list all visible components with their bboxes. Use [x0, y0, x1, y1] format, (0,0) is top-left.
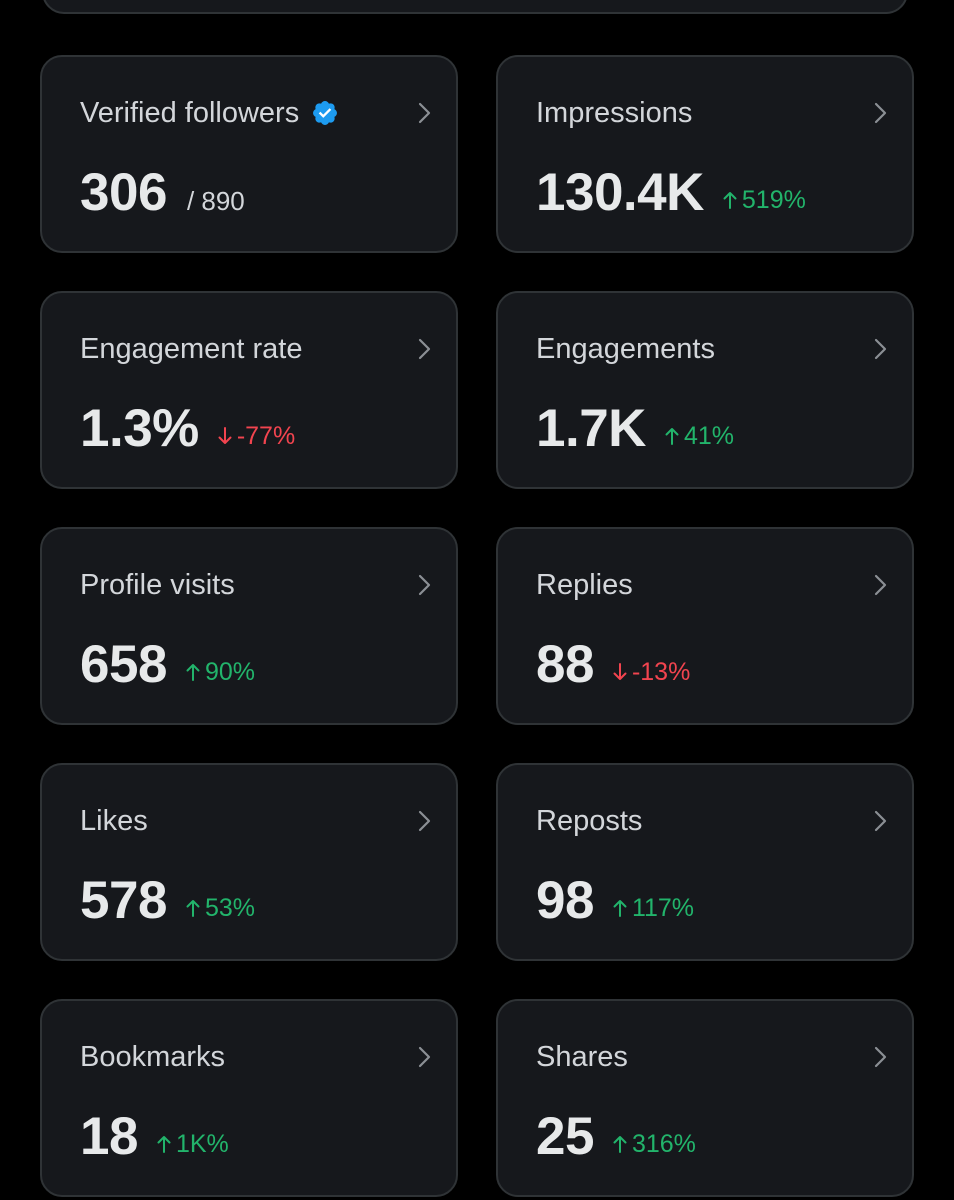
chevron-right-icon[interactable] — [868, 337, 892, 361]
metric-value: 25 — [536, 1107, 594, 1166]
metric-card-replies[interactable]: Replies 88 -13% — [496, 527, 914, 725]
metric-change: 519% — [722, 186, 806, 215]
metric-change-value: -77% — [236, 421, 296, 450]
chevron-right-icon[interactable] — [412, 809, 436, 833]
chevron-right-icon[interactable] — [868, 573, 892, 597]
metric-label: Bookmarks — [80, 1041, 226, 1073]
chevron-right-icon[interactable] — [412, 573, 436, 597]
metric-value: 98 — [536, 871, 594, 930]
arrow-up-icon — [186, 664, 200, 681]
metric-change-value: 316% — [631, 1129, 696, 1158]
chevron-right-icon[interactable] — [868, 101, 892, 125]
metric-card-engagements[interactable]: Engagements 1.7K 41% — [496, 291, 914, 489]
metric-value: 578 — [80, 871, 167, 930]
metric-value-row: 1.3% -77% — [80, 399, 295, 459]
arrow-up-icon — [186, 900, 200, 917]
arrow-up-icon — [157, 1136, 171, 1153]
chevron-right-icon[interactable] — [868, 1045, 892, 1069]
metric-change-value: 90% — [204, 657, 255, 686]
metric-value: 1.7K — [536, 399, 646, 458]
metric-value-row: 98 117% — [536, 871, 694, 931]
chevron-right-icon[interactable] — [412, 1045, 436, 1069]
arrow-down-icon — [218, 427, 232, 444]
arrow-up-icon — [723, 192, 737, 209]
metric-label: Replies — [536, 569, 633, 601]
metric-value: 306 — [80, 163, 167, 222]
metric-label-wrap: Verified followers — [80, 95, 339, 131]
metric-card-bookmarks[interactable]: Bookmarks 18 1K% — [40, 999, 458, 1197]
metric-value: 88 — [536, 635, 594, 694]
verified-badge-icon — [313, 101, 338, 125]
metric-value: 658 — [80, 635, 167, 694]
arrow-down-icon — [613, 663, 627, 680]
metric-card-impressions[interactable]: Impressions 130.4K 519% — [496, 55, 914, 253]
metric-change-value: 519% — [741, 185, 806, 214]
metric-change: 316% — [612, 1130, 696, 1159]
metrics-grid: Verified followers 306 / 890 Impressions — [40, 55, 914, 1197]
metric-label: Engagements — [536, 333, 715, 365]
arrow-up-icon — [613, 1136, 627, 1153]
metric-change: 41% — [664, 422, 734, 451]
metric-change: -13% — [612, 658, 690, 687]
metric-value: 130.4K — [536, 163, 704, 222]
metric-value-row: 306 / 890 — [80, 163, 245, 223]
chevron-right-icon[interactable] — [868, 809, 892, 833]
arrow-up-icon — [665, 428, 679, 445]
metric-value-row: 18 1K% — [80, 1107, 229, 1167]
metric-label: Engagement rate — [80, 333, 303, 365]
metric-value-row: 88 -13% — [536, 635, 690, 695]
metric-change-value: 117% — [631, 893, 695, 922]
arrow-up-icon — [613, 900, 627, 917]
metric-value-row: 658 90% — [80, 635, 255, 695]
metric-card-shares[interactable]: Shares 25 316% — [496, 999, 914, 1197]
metric-change: 1K% — [156, 1130, 229, 1159]
metric-label: Impressions — [536, 97, 693, 129]
metric-card-verified-followers[interactable]: Verified followers 306 / 890 — [40, 55, 458, 253]
metric-label: Shares — [536, 1041, 628, 1073]
metric-value-row: 130.4K 519% — [536, 163, 806, 223]
metric-label: Reposts — [536, 805, 643, 837]
metric-change: 90% — [185, 658, 255, 687]
metric-change-value: 41% — [683, 421, 734, 450]
metric-card-engagement-rate[interactable]: Engagement rate 1.3% -77% — [40, 291, 458, 489]
metric-change-value: 53% — [204, 893, 255, 922]
metric-value-row: 1.7K 41% — [536, 399, 734, 459]
metric-label: Profile visits — [80, 569, 235, 601]
chevron-right-icon[interactable] — [412, 101, 436, 125]
metric-label: Verified followers — [80, 97, 300, 129]
metric-card-likes[interactable]: Likes 578 53% — [40, 763, 458, 961]
metric-change: -77% — [217, 422, 295, 451]
metric-value-row: 578 53% — [80, 871, 255, 931]
metric-label: Likes — [80, 805, 148, 837]
metric-value-row: 25 316% — [536, 1107, 696, 1167]
chevron-right-icon[interactable] — [412, 337, 436, 361]
metric-change-value: -13% — [631, 657, 691, 686]
metric-change: 53% — [185, 894, 255, 923]
previous-card-edge[interactable] — [42, 0, 908, 14]
metric-card-reposts[interactable]: Reposts 98 117% — [496, 763, 914, 961]
metric-card-profile-visits[interactable]: Profile visits 658 90% — [40, 527, 458, 725]
metric-value: 18 — [80, 1107, 138, 1166]
metric-change: 117% — [612, 894, 694, 923]
metric-total: / 890 — [186, 186, 245, 216]
metric-value: 1.3% — [80, 399, 199, 458]
metric-change-value: 1K% — [175, 1129, 229, 1158]
